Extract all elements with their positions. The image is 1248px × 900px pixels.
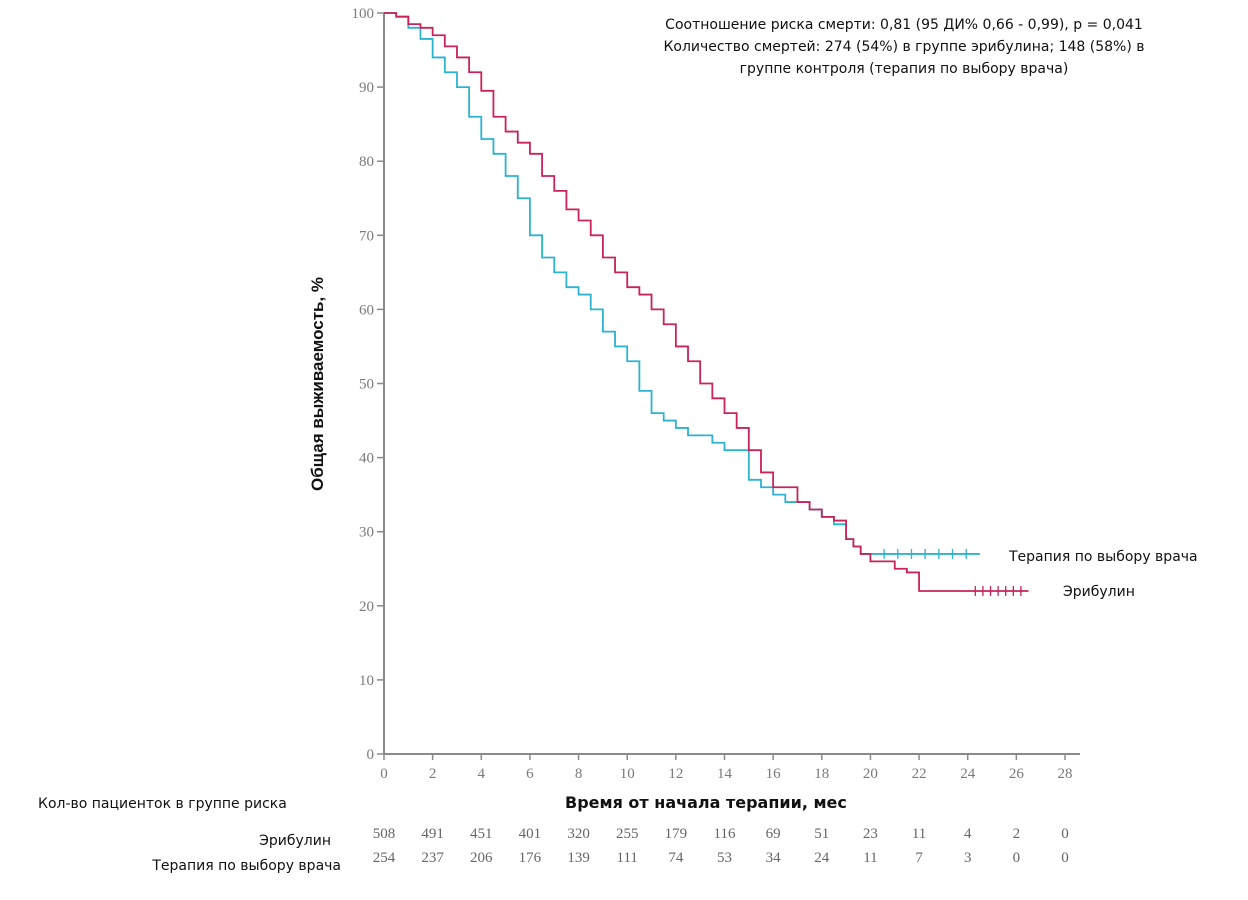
x-tick-label: 14 xyxy=(717,766,733,782)
x-tick-label: 10 xyxy=(620,766,635,782)
risk-count: 0 xyxy=(1061,850,1069,866)
risk-count: 111 xyxy=(617,850,638,866)
x-tick-label: 26 xyxy=(1009,766,1025,782)
y-axis-label: Общая выживаемость, % xyxy=(308,276,327,492)
risk-count: 139 xyxy=(567,850,590,866)
risk-count: 74 xyxy=(668,850,684,866)
y-tick-label: 10 xyxy=(359,673,374,689)
legend-label-control: Терапия по выбору врача xyxy=(1009,549,1198,565)
annotation-line-1: Соотношение риска смерти: 0,81 (95 ДИ% 0… xyxy=(665,17,1143,33)
risk-count: 24 xyxy=(814,850,830,866)
hazard-ratio-annotation: Соотношение риска смерти: 0,81 (95 ДИ% 0… xyxy=(600,14,1208,80)
risk-count: 254 xyxy=(373,850,396,866)
risk-row-label-control: Терапия по выбору врача xyxy=(152,858,341,874)
risk-table-title: Кол-во пациенток в группе риска xyxy=(38,796,287,812)
x-tick-label: 22 xyxy=(912,766,927,782)
risk-count: 116 xyxy=(714,826,736,842)
risk-count: 508 xyxy=(373,826,396,842)
risk-count: 7 xyxy=(915,850,923,866)
y-tick-label: 90 xyxy=(359,80,374,96)
risk-count: 206 xyxy=(470,850,493,866)
x-tick-label: 12 xyxy=(668,766,683,782)
risk-count: 3 xyxy=(964,850,972,866)
y-tick-label: 80 xyxy=(359,154,374,170)
x-tick-label: 6 xyxy=(526,766,534,782)
risk-count: 179 xyxy=(665,826,688,842)
y-tick-label: 20 xyxy=(359,599,374,615)
x-tick-label: 16 xyxy=(766,766,782,782)
survival-curves xyxy=(384,12,1029,596)
risk-count: 11 xyxy=(912,826,926,842)
x-axis-label: Время от начала терапии, мес xyxy=(565,793,847,812)
y-tick-label: 30 xyxy=(359,525,374,541)
x-tick-label: 0 xyxy=(380,766,388,782)
risk-count: 451 xyxy=(470,826,493,842)
risk-count: 320 xyxy=(567,826,590,842)
risk-count: 4 xyxy=(964,826,972,842)
risk-row-label-eribulin: Эрибулин xyxy=(259,833,331,849)
y-tick-label: 60 xyxy=(359,302,374,318)
annotation-line-3: группе контроля (терапия по выбору врача… xyxy=(739,61,1069,77)
x-tick-label: 20 xyxy=(863,766,878,782)
risk-count: 0 xyxy=(1013,850,1021,866)
risk-count: 23 xyxy=(863,826,878,842)
legend-label-eribulin: Эрибулин xyxy=(1063,584,1135,600)
risk-count: 11 xyxy=(863,850,877,866)
x-tick-label: 18 xyxy=(814,766,829,782)
risk-count: 237 xyxy=(421,850,444,866)
x-tick-label: 2 xyxy=(429,766,437,782)
risk-count: 69 xyxy=(766,826,781,842)
curve-control xyxy=(384,12,980,555)
risk-count: 491 xyxy=(421,826,444,842)
y-tick-label: 0 xyxy=(367,747,375,763)
y-tick-label: 100 xyxy=(352,6,375,22)
annotation-line-2: Количество смертей: 274 (54%) в группе э… xyxy=(663,39,1145,55)
risk-count: 0 xyxy=(1061,826,1069,842)
risk-count: 34 xyxy=(766,850,782,866)
x-tick-label: 24 xyxy=(960,766,976,782)
curve-eribulin xyxy=(384,12,1029,592)
x-tick-label: 4 xyxy=(478,766,486,782)
risk-table-numbers: 508 491 451 401 320 255 179 116 69 51 23 11 4 2 0 254 23… xyxy=(373,826,1069,866)
y-tick-label: 40 xyxy=(359,451,374,467)
risk-count: 401 xyxy=(519,826,542,842)
risk-count: 51 xyxy=(814,826,829,842)
risk-count: 176 xyxy=(519,850,542,866)
risk-count: 2 xyxy=(1013,826,1021,842)
risk-count: 53 xyxy=(717,850,732,866)
y-tick-label: 70 xyxy=(359,228,374,244)
x-tick-label: 28 xyxy=(1058,766,1073,782)
y-tick-label: 50 xyxy=(359,377,374,393)
x-tick-label: 8 xyxy=(575,766,583,782)
risk-count: 255 xyxy=(616,826,639,842)
